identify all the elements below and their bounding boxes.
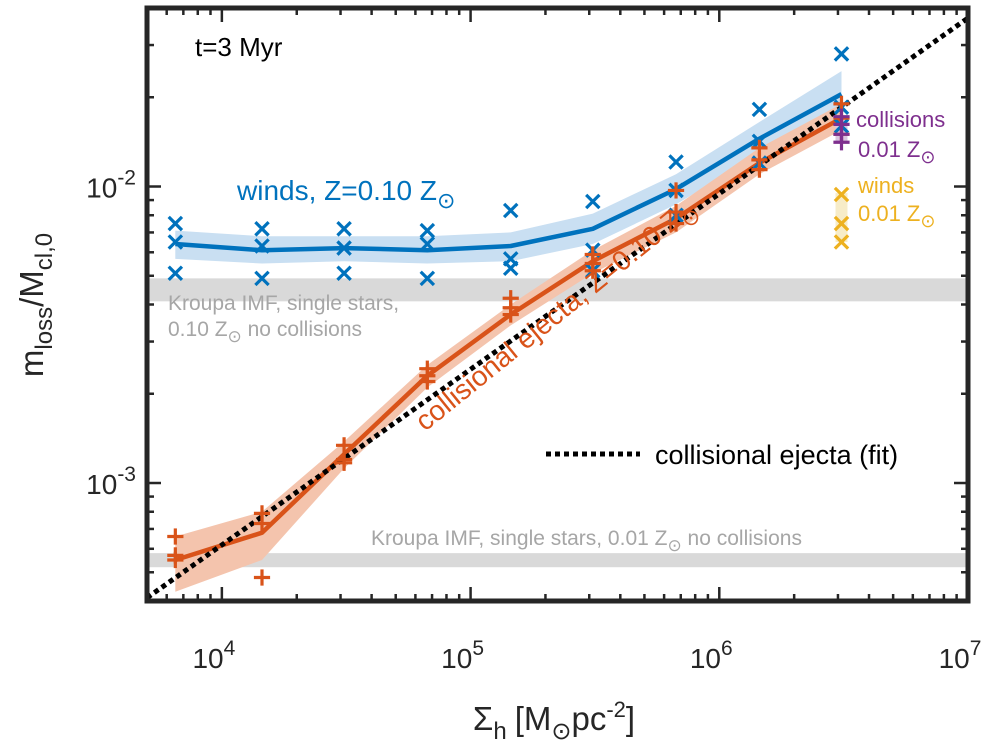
winds-point-12 <box>502 202 519 219</box>
winds-series-label-text: winds, Z=0.10 Z <box>236 175 437 206</box>
collisions-001-label-line2: 0.01 Z⊙ <box>858 137 935 167</box>
winds-point-2 <box>167 265 184 281</box>
x-label-sub: h <box>493 718 506 745</box>
winds-0.01-point-0 <box>833 186 850 203</box>
fit-line <box>145 15 970 600</box>
y-label-sub1: loss <box>31 307 58 350</box>
y-axis-label: mloss/Mcl,0 <box>13 233 58 377</box>
collisional-point-24 <box>833 95 850 112</box>
kroupa-001-post: no collisions <box>682 527 802 550</box>
markers-layer <box>167 46 850 586</box>
winds-point-8 <box>336 265 352 281</box>
winds-001-label-line2: 0.01 Z⊙ <box>858 201 935 231</box>
x-label-bracket: [M <box>515 700 552 737</box>
x-label-sup: -2 <box>606 697 626 722</box>
collisional-point-0 <box>167 528 184 545</box>
winds-point-3 <box>254 221 270 237</box>
winds-point-15 <box>585 193 601 210</box>
winds-sun-symbol: ⊙ <box>437 188 455 213</box>
kroupa-001-sun: ⊙ <box>667 536 681 555</box>
winds-point-9 <box>419 222 436 239</box>
collisional-point-2 <box>167 551 184 569</box>
winds-001-label-line1: winds <box>857 173 914 198</box>
collisions-0.01-point-3 <box>833 134 850 151</box>
winds-point-10 <box>419 236 436 252</box>
winds-point-7 <box>336 240 352 256</box>
collisions-001-label-line1: collisions <box>856 107 945 132</box>
x-tick-label: 107 <box>939 637 982 674</box>
collisional-point-8 <box>335 454 353 471</box>
winds-line <box>175 92 843 253</box>
x-label-sigma: Σ <box>473 700 493 737</box>
y-tick-label: 10-3 <box>86 463 136 500</box>
axes-layer: 104 105 106 107 10-3 10-2 <box>86 5 982 674</box>
y-tick-label: 10-2 <box>86 167 136 204</box>
winds-point-24 <box>833 46 850 62</box>
collisional-point-18 <box>667 182 685 199</box>
collisional-point-6 <box>335 437 353 454</box>
winds-0.01-point-1 <box>833 215 850 232</box>
y-label-slash: /M <box>13 270 50 307</box>
winds-point-4 <box>254 238 270 254</box>
x-tick-label: 105 <box>441 637 484 674</box>
legend-fit-label: collisional ejecta (fit) <box>655 440 898 470</box>
winds-point-21 <box>751 101 768 118</box>
x-tick-label: 106 <box>690 637 733 674</box>
kroupa-010-sun: ⊙ <box>228 327 242 346</box>
time-label: t=3 Myr <box>195 32 283 62</box>
collisional-point-14 <box>502 306 519 323</box>
winds-0.01-band <box>835 193 848 242</box>
kroupa-010-label-line2: 0.10 Z⊙ no collisions <box>168 318 362 346</box>
collisions-001-sun: ⊙ <box>920 147 935 167</box>
collisional-point-17 <box>584 262 601 279</box>
winds-0.01-point-2 <box>833 234 850 250</box>
kroupa-010-z: 0.10 Z <box>168 318 228 341</box>
collisional-point-11 <box>419 373 436 390</box>
kroupa-010-label-line1: Kroupa IMF, single stars, <box>168 292 399 315</box>
band-kroupa-0.01 <box>147 553 968 568</box>
winds-001-z: 0.01 Z <box>858 201 920 226</box>
winds-point-18 <box>668 154 684 170</box>
collisional-point-5 <box>253 569 271 586</box>
winds-point-6 <box>336 221 352 237</box>
winds-point-0 <box>167 215 184 232</box>
x-label-unit: pc <box>571 700 606 737</box>
kroupa-010-post: no collisions <box>242 318 362 341</box>
y-label-m: m <box>13 350 50 378</box>
collisions-001-z: 0.01 Z <box>858 137 920 162</box>
x-label-close: ] <box>626 700 635 737</box>
y-label-sub2: cl,0 <box>31 233 58 270</box>
kroupa-001-text: Kroupa IMF, single stars, 0.01 Z <box>371 527 668 550</box>
collisional-point-4 <box>253 515 271 532</box>
collisional-point-23 <box>751 161 768 178</box>
x-axis-label: Σh [M⊙pc-2] <box>473 697 635 745</box>
kroupa-001-label: Kroupa IMF, single stars, 0.01 Z⊙ no col… <box>371 527 802 555</box>
winds-series-label: winds, Z=0.10 Z⊙ <box>236 175 455 213</box>
winds-point-5 <box>254 270 270 287</box>
winds-point-11 <box>419 270 436 287</box>
winds-001-sun: ⊙ <box>920 211 935 231</box>
winds-point-14 <box>502 260 519 277</box>
winds-point-1 <box>167 234 184 250</box>
x-tick-label: 104 <box>192 637 235 674</box>
x-label-sun: ⊙ <box>551 718 571 745</box>
collisional-point-20 <box>667 215 685 232</box>
